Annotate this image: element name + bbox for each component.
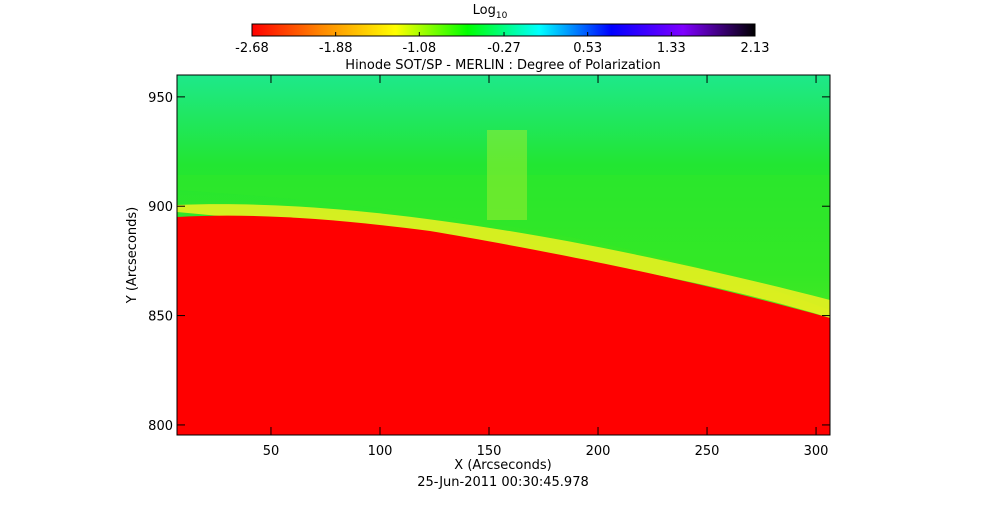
colorbar-tick-label: 0.53: [573, 41, 602, 56]
colorbar-label-main: Log: [473, 3, 496, 18]
x-axis-label: X (Arcseconds): [454, 458, 551, 473]
colorbar-label: Log10: [473, 3, 508, 21]
x-tick-label: 250: [695, 444, 720, 459]
colorbar-tick-label: -0.27: [487, 41, 521, 56]
x-tick-label: 300: [804, 444, 829, 459]
colorbar-tick-label: -2.68: [235, 41, 269, 56]
x-tick-label: 50: [263, 444, 280, 459]
x-tick-label: 100: [368, 444, 393, 459]
chart-title: Hinode SOT/SP - MERLIN : Degree of Polar…: [345, 58, 660, 73]
colorbar-tick-label: 2.13: [741, 41, 770, 56]
x-tick-label: 150: [477, 444, 502, 459]
colorbar-tick-label: 1.33: [657, 41, 686, 56]
colorbar: [251, 23, 756, 37]
colorbar-label-sub: 10: [496, 11, 508, 21]
y-tick-label: 800: [148, 419, 173, 434]
plot-frame: [176, 74, 831, 436]
y-tick-label: 950: [148, 91, 173, 106]
y-tick-label: 850: [148, 310, 173, 325]
subtitle: 25-Jun-2011 00:30:45.978: [417, 475, 589, 490]
image: [177, 75, 830, 435]
y-axis-label: Y (Arcseconds): [125, 207, 140, 304]
colorbar-tick-label: -1.08: [402, 41, 436, 56]
x-tick-label: 200: [586, 444, 611, 459]
y-tick-label: 900: [148, 200, 173, 215]
colorbar-tick-label: -1.88: [319, 41, 353, 56]
